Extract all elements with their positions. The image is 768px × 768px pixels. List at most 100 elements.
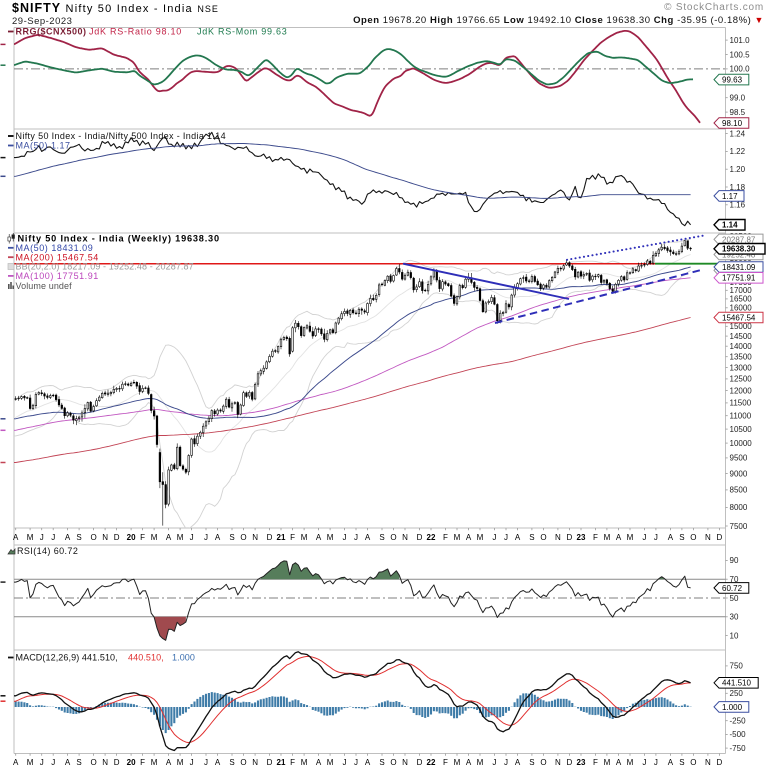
svg-text:A: A [166, 533, 172, 542]
svg-text:A: A [13, 533, 19, 542]
svg-text:Nifty 50 Index - India (Weekly: Nifty 50 Index - India (Weekly) 19638.30 [18, 234, 220, 244]
svg-text:M: M [627, 758, 634, 767]
svg-text:M: M [477, 533, 484, 542]
svg-text:O: O [390, 533, 396, 542]
svg-text:99.63: 99.63 [722, 76, 743, 85]
svg-text:RRG($CNX500): RRG($CNX500) [16, 27, 87, 37]
svg-text:D: D [567, 533, 573, 542]
svg-text:M: M [604, 533, 611, 542]
svg-text:-500: -500 [730, 730, 747, 739]
svg-text:O: O [690, 758, 696, 767]
svg-text:F: F [140, 758, 145, 767]
svg-text:13000: 13000 [730, 363, 753, 372]
svg-text:J: J [642, 533, 646, 542]
svg-text:MA(50) 18431.09: MA(50) 18431.09 [16, 243, 94, 253]
svg-text:N: N [555, 758, 561, 767]
svg-text:21: 21 [277, 758, 286, 767]
svg-text:60.72: 60.72 [722, 584, 743, 593]
svg-text:50: 50 [730, 594, 739, 603]
svg-text:15467.54: 15467.54 [722, 313, 756, 322]
svg-text:A: A [215, 533, 221, 542]
svg-text:A: A [65, 758, 71, 767]
svg-text:M: M [301, 533, 308, 542]
svg-text:J: J [492, 533, 496, 542]
svg-text:M: M [327, 533, 334, 542]
svg-text:S: S [379, 758, 384, 767]
svg-text:9500: 9500 [730, 454, 748, 463]
svg-text:RSI(14) 60.72: RSI(14) 60.72 [17, 546, 78, 556]
svg-text:M: M [27, 758, 34, 767]
svg-text:O: O [90, 758, 96, 767]
svg-text:1.18: 1.18 [730, 183, 746, 192]
svg-text:9000: 9000 [730, 469, 748, 478]
svg-text:-750: -750 [730, 744, 747, 753]
svg-text:F: F [593, 758, 598, 767]
svg-text:750: 750 [730, 662, 744, 671]
svg-text:D: D [267, 758, 273, 767]
svg-text:10500: 10500 [730, 425, 753, 434]
svg-text:D: D [717, 533, 723, 542]
svg-text:1.22: 1.22 [730, 147, 746, 156]
svg-text:A: A [316, 758, 322, 767]
svg-text:S: S [529, 758, 534, 767]
svg-text:14000: 14000 [730, 342, 753, 351]
svg-text:12500: 12500 [730, 375, 753, 384]
svg-text:10000: 10000 [730, 439, 753, 448]
svg-text:F: F [593, 533, 598, 542]
svg-text:D: D [417, 758, 423, 767]
svg-text:F: F [140, 533, 145, 542]
svg-text:A: A [466, 758, 472, 767]
svg-text:14500: 14500 [730, 332, 753, 341]
svg-text:N: N [705, 758, 711, 767]
svg-text:J: J [40, 758, 44, 767]
svg-text:N: N [705, 533, 711, 542]
svg-text:M: M [301, 758, 308, 767]
svg-text:JdK RS-Mom 99.63: JdK RS-Mom 99.63 [197, 27, 288, 37]
svg-text:F: F [443, 533, 448, 542]
svg-text:A: A [616, 758, 622, 767]
svg-text:D: D [417, 533, 423, 542]
svg-text:A: A [166, 758, 172, 767]
svg-text:N: N [252, 758, 258, 767]
svg-text:13500: 13500 [730, 353, 753, 362]
svg-text:10: 10 [730, 631, 739, 640]
svg-text:N: N [555, 533, 561, 542]
svg-text:441.510: 441.510 [722, 679, 751, 688]
svg-text:101.0: 101.0 [730, 36, 751, 45]
svg-text:F: F [443, 758, 448, 767]
svg-text:Volume undef: Volume undef [16, 281, 73, 291]
svg-text:S: S [76, 533, 81, 542]
svg-text:D: D [567, 758, 573, 767]
svg-text:1.24: 1.24 [730, 129, 746, 138]
svg-text:BB(20,2.0) 18217.09 - 19252.48: BB(20,2.0) 18217.09 - 19252.48 - 20287.8… [16, 262, 194, 272]
svg-text:D: D [267, 533, 273, 542]
svg-text:J: J [492, 758, 496, 767]
svg-text:20: 20 [127, 533, 136, 542]
svg-text:1.000: 1.000 [172, 653, 195, 663]
svg-text:O: O [240, 533, 246, 542]
svg-text:S: S [379, 533, 384, 542]
svg-text:A: A [668, 758, 674, 767]
svg-text:16500: 16500 [730, 295, 753, 304]
svg-text:D: D [717, 758, 723, 767]
svg-text:19638.30: 19638.30 [722, 245, 756, 254]
svg-text:1.000: 1.000 [722, 703, 743, 712]
svg-text:J: J [654, 758, 658, 767]
svg-text:J: J [654, 533, 658, 542]
svg-text:MACD(12,26,9) 441.510,: MACD(12,26,9) 441.510, [16, 653, 118, 663]
svg-text:MA(200) 15467.54: MA(200) 15467.54 [16, 252, 99, 262]
svg-text:J: J [354, 533, 358, 542]
svg-text:17000: 17000 [730, 286, 753, 295]
svg-text:S: S [529, 533, 534, 542]
svg-text:A: A [13, 758, 19, 767]
svg-text:MA(100) 17751.91: MA(100) 17751.91 [16, 271, 99, 281]
svg-text:M: M [177, 533, 184, 542]
svg-text:A: A [515, 758, 521, 767]
svg-text:12000: 12000 [730, 386, 753, 395]
svg-text:M: M [27, 533, 34, 542]
svg-text:J: J [51, 533, 55, 542]
svg-text:N: N [102, 758, 108, 767]
svg-text:S: S [229, 758, 234, 767]
svg-text:A: A [515, 533, 521, 542]
svg-text:250: 250 [730, 689, 744, 698]
